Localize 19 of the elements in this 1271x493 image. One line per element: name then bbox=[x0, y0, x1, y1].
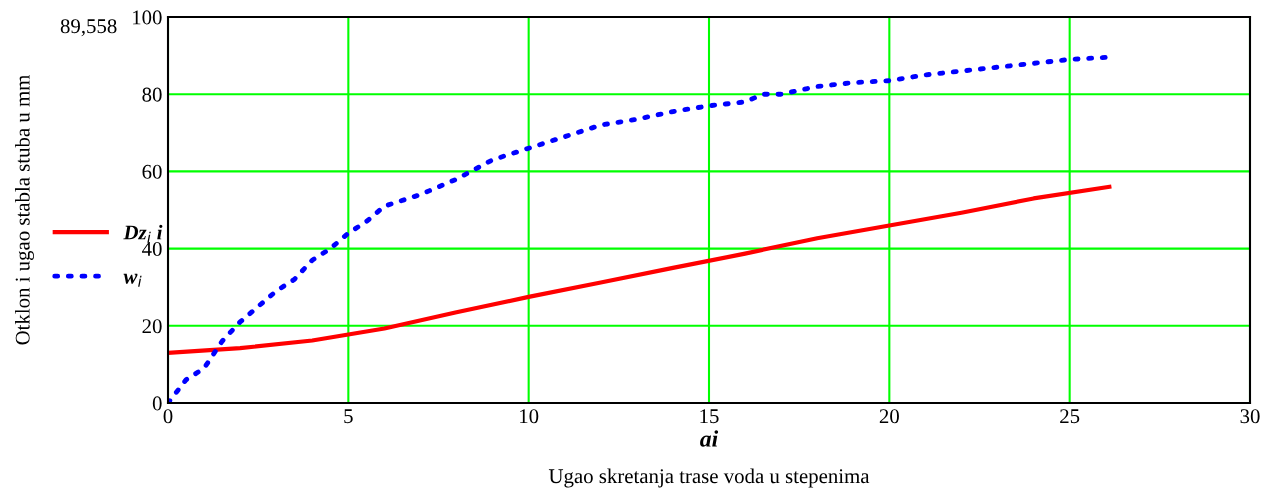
x-tick-label: 5 bbox=[344, 409, 353, 424]
y-axis-title: Otklon i ugao stabla stuba u mm bbox=[15, 74, 34, 345]
text: 89,558 bbox=[60, 19, 117, 37]
y-tick-label: 100 bbox=[133, 10, 162, 25]
legend-label: Dz$_{i}$ i bbox=[123, 224, 163, 243]
text: Ugao skretanja trase voda u stepenima bbox=[548, 468, 870, 488]
y-tick-label: 60 bbox=[142, 164, 162, 179]
x-tick-label: 20 bbox=[879, 409, 899, 424]
x-tick-label: 10 bbox=[520, 409, 539, 424]
x-tick-label: 30 bbox=[1240, 409, 1260, 424]
y-tick-label: 80 bbox=[142, 87, 162, 102]
y-tick-label: 40 bbox=[142, 241, 162, 257]
x-axis-title: ai bbox=[700, 430, 719, 447]
y-tick-label: 0 bbox=[152, 396, 162, 411]
x-tick-label: 15 bbox=[700, 409, 719, 424]
x-tick-label: 25 bbox=[1060, 409, 1080, 424]
y-tick-label: 20 bbox=[142, 319, 162, 334]
x-tick-label: 0 bbox=[163, 409, 173, 424]
legend-label: w$_{i}$ bbox=[123, 273, 142, 287]
